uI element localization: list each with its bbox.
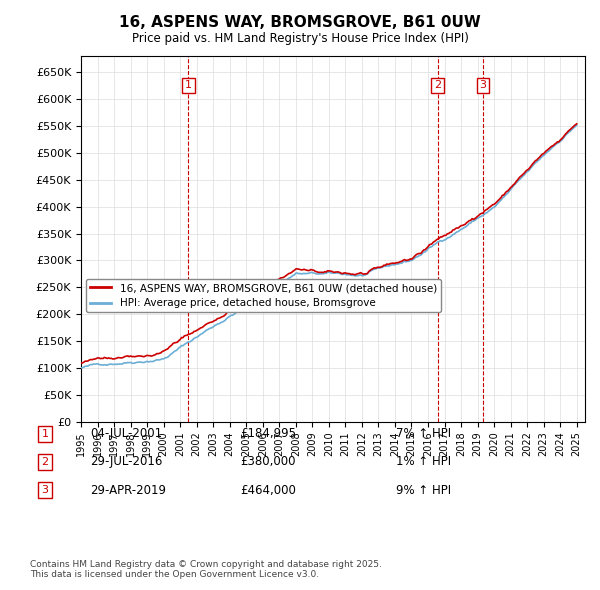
Text: 2: 2 xyxy=(434,80,441,90)
Text: 04-JUL-2001: 04-JUL-2001 xyxy=(90,427,162,440)
Text: 16, ASPENS WAY, BROMSGROVE, B61 0UW: 16, ASPENS WAY, BROMSGROVE, B61 0UW xyxy=(119,15,481,30)
Text: 3: 3 xyxy=(479,80,487,90)
Text: 1: 1 xyxy=(185,80,192,90)
Text: £184,995: £184,995 xyxy=(240,427,296,440)
Legend: 16, ASPENS WAY, BROMSGROVE, B61 0UW (detached house), HPI: Average price, detach: 16, ASPENS WAY, BROMSGROVE, B61 0UW (det… xyxy=(86,279,441,313)
Text: 29-APR-2019: 29-APR-2019 xyxy=(90,484,166,497)
Text: 29-JUL-2016: 29-JUL-2016 xyxy=(90,455,163,468)
Text: Price paid vs. HM Land Registry's House Price Index (HPI): Price paid vs. HM Land Registry's House … xyxy=(131,32,469,45)
Text: 7% ↑ HPI: 7% ↑ HPI xyxy=(396,427,451,440)
Text: 1% ↑ HPI: 1% ↑ HPI xyxy=(396,455,451,468)
Text: 3: 3 xyxy=(41,486,49,495)
Text: £380,000: £380,000 xyxy=(240,455,296,468)
Text: £464,000: £464,000 xyxy=(240,484,296,497)
Text: 9% ↑ HPI: 9% ↑ HPI xyxy=(396,484,451,497)
Text: Contains HM Land Registry data © Crown copyright and database right 2025.
This d: Contains HM Land Registry data © Crown c… xyxy=(30,560,382,579)
Text: 1: 1 xyxy=(41,429,49,438)
Text: 2: 2 xyxy=(41,457,49,467)
